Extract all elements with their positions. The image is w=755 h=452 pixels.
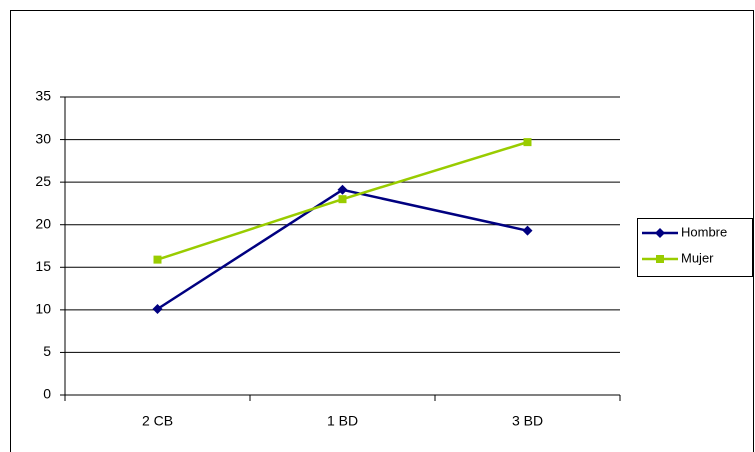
legend: Hombre Mujer bbox=[637, 218, 753, 277]
legend-marker bbox=[656, 255, 664, 263]
y-tick-label: 25 bbox=[35, 173, 51, 189]
point bbox=[522, 225, 533, 236]
y-tick-label: 10 bbox=[35, 301, 51, 317]
point bbox=[523, 138, 532, 147]
legend-label: Mujer bbox=[681, 250, 714, 265]
point bbox=[152, 304, 163, 315]
x-tick-label: 2 CB bbox=[142, 413, 173, 429]
y-tick-label: 35 bbox=[35, 88, 51, 104]
y-tick-label: 30 bbox=[35, 130, 51, 146]
y-tick-label: 0 bbox=[43, 386, 51, 402]
point bbox=[337, 184, 348, 195]
legend-label: Hombre bbox=[681, 224, 727, 239]
chart-border bbox=[10, 10, 754, 452]
legend-marker bbox=[655, 228, 665, 238]
point bbox=[153, 255, 162, 264]
y-tick-label: 15 bbox=[35, 258, 51, 274]
y-tick-label: 5 bbox=[43, 343, 51, 359]
y-tick-label: 20 bbox=[35, 215, 51, 231]
plot-area: 0 5 10 15 20 25 30 35 2 CB 1 BD 3 BD bbox=[35, 88, 621, 429]
point bbox=[338, 195, 347, 204]
x-tick-label: 1 BD bbox=[327, 413, 358, 429]
legend-box bbox=[637, 218, 753, 277]
x-tick-label: 3 BD bbox=[512, 413, 543, 429]
